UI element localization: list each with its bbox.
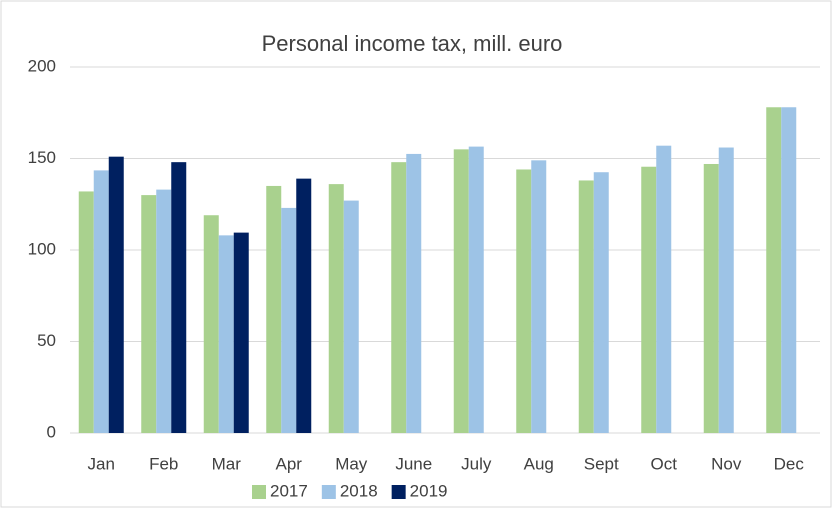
legend-swatch	[252, 485, 266, 499]
legend-label: 2017	[270, 481, 308, 500]
bar	[391, 162, 407, 433]
bar	[656, 145, 672, 433]
bar	[531, 160, 547, 433]
y-tick-label: 0	[47, 422, 56, 441]
bar	[108, 156, 124, 434]
x-tick-label: Mar	[212, 454, 242, 473]
bar	[156, 189, 172, 433]
x-tick-label: Aug	[524, 454, 554, 473]
x-tick-label: May	[335, 454, 368, 473]
bar	[203, 215, 219, 433]
x-tick-label: Jan	[88, 454, 115, 473]
legend-swatch	[391, 485, 406, 499]
bar	[453, 149, 469, 433]
x-tick-label: June	[395, 454, 432, 473]
x-tick-label: Nov	[711, 454, 742, 473]
bar	[641, 166, 657, 434]
bar	[593, 172, 609, 433]
x-tick-label: Dec	[774, 454, 805, 473]
legend-label: 2018	[340, 481, 378, 500]
x-tick-label: Apr	[276, 454, 303, 473]
bar	[781, 107, 797, 433]
bar	[141, 195, 157, 433]
x-tick-label: Sept	[584, 454, 619, 473]
bar	[78, 191, 94, 433]
bar	[171, 162, 187, 433]
legend-label: 2019	[410, 481, 448, 500]
bar	[328, 184, 344, 433]
bar	[266, 185, 282, 433]
bar	[343, 200, 359, 433]
bar	[218, 235, 234, 433]
y-tick-label: 100	[28, 239, 56, 258]
bar	[406, 153, 422, 434]
x-tick-label: Oct	[651, 454, 678, 473]
bar	[516, 169, 532, 434]
y-tick-label: 150	[28, 148, 56, 167]
bar	[766, 107, 782, 433]
x-tick-label: July	[461, 454, 492, 473]
bar	[578, 180, 594, 433]
legend-swatch	[321, 485, 336, 499]
bar	[296, 178, 312, 433]
bar	[468, 146, 484, 434]
x-tick-label: Feb	[149, 454, 178, 473]
bar	[703, 163, 719, 434]
bar	[281, 207, 297, 433]
bar	[93, 170, 109, 433]
bar	[233, 232, 249, 433]
chart-title: Personal income tax, mill. euro	[262, 31, 563, 56]
y-tick-label: 50	[37, 331, 56, 350]
y-tick-label: 200	[28, 56, 56, 75]
bar	[718, 147, 734, 433]
